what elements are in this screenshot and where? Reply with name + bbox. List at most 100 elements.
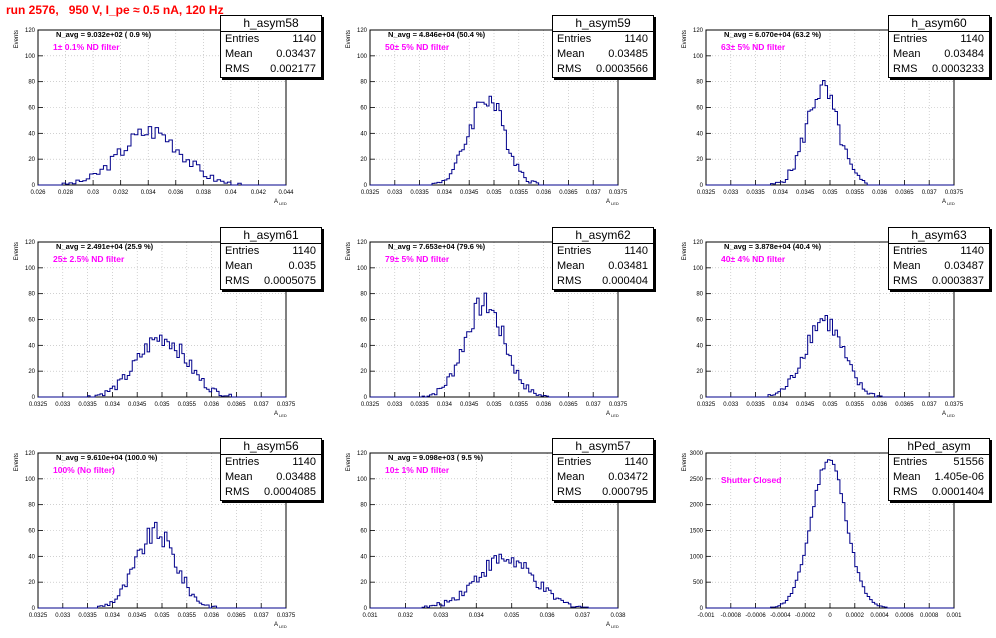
- y-tick-label: 100: [357, 477, 368, 483]
- x-tick-label: 0.032: [113, 190, 129, 196]
- y-axis-label: Events: [14, 242, 20, 260]
- stats-key: Mean: [557, 471, 585, 483]
- x-tick-label: 0.036: [536, 402, 552, 408]
- y-tick-label: 80: [696, 80, 703, 86]
- y-axis-label: Events: [14, 453, 20, 471]
- stats-row-rms: RMS 0.0001404: [889, 485, 989, 500]
- y-axis-label: Events: [346, 242, 352, 260]
- histogram-line: [38, 334, 286, 398]
- x-tick-label: 0.028: [58, 190, 74, 196]
- stats-row-mean: Mean 0.03472: [553, 470, 653, 485]
- y-tick-label: 0: [32, 395, 36, 401]
- y-tick-label: 120: [25, 28, 36, 34]
- x-tick-label: 0.03: [87, 190, 99, 196]
- y-tick-label: 2000: [690, 503, 704, 509]
- stats-value: 1140: [292, 33, 316, 45]
- y-axis-label: Events: [682, 242, 688, 260]
- stats-value: 0.0003566: [596, 63, 648, 75]
- x-tick-label: 0.0002: [846, 613, 865, 619]
- x-tick-label: 0.031: [362, 613, 378, 619]
- y-tick-label: 60: [28, 529, 35, 535]
- stats-row-rms: RMS 0.002177: [221, 62, 321, 77]
- stats-key: RMS: [557, 63, 582, 75]
- filter-label: 10± 1% ND filter: [385, 465, 450, 475]
- y-tick-label: 100: [693, 54, 704, 60]
- stats-row-mean: Mean 0.03437: [221, 47, 321, 62]
- x-tick-label: 0.0355: [178, 402, 197, 408]
- x-tick-label: 0.0325: [361, 190, 380, 196]
- x-tick-label: 0.0375: [277, 402, 296, 408]
- x-tick-label: 0.0345: [796, 402, 815, 408]
- y-tick-label: 20: [28, 157, 35, 163]
- stats-histogram-name: h_asym60: [889, 16, 989, 32]
- y-axis-label: Events: [682, 453, 688, 471]
- x-axis-label: A: [606, 411, 610, 417]
- y-tick-label: 2500: [690, 477, 704, 483]
- x-tick-label: 0.0375: [609, 402, 628, 408]
- stats-box-h_asym60: h_asym60 Entries 1140 Mean 0.03484 RMS 0.00032…: [888, 15, 990, 78]
- stats-box-hPed_asym: hPed_asym Entries 51556 Mean 1.405e-06 RMS 0.0…: [888, 438, 990, 501]
- y-tick-label: 40: [28, 343, 35, 349]
- x-tick-label: 0.04: [225, 190, 237, 196]
- y-tick-label: 80: [360, 80, 367, 86]
- x-tick-label: 0.037: [922, 402, 938, 408]
- y-tick-label: 40: [696, 131, 703, 137]
- stats-box-h_asym58: h_asym58 Entries 1140 Mean 0.03437 RMS 0.00217…: [220, 15, 322, 78]
- x-tick-label: 0.0325: [361, 402, 380, 408]
- navg-label: N_avg = 9.098e+03 ( 9.5 %): [388, 453, 484, 462]
- stats-row-entries: Entries 51556: [889, 455, 989, 470]
- y-axis-label: Events: [346, 30, 352, 48]
- y-axis-label: Events: [346, 453, 352, 471]
- histogram-panel-h_asym59: 0.0325 0.033 0.0335 0.034 0.0345 0.035 0.0355 0…: [346, 28, 638, 215]
- stats-value: 1140: [624, 245, 648, 257]
- stats-value: 0.000404: [602, 275, 648, 287]
- x-tick-label: 0.0355: [178, 613, 197, 619]
- stats-row-mean: Mean 0.035: [221, 259, 321, 274]
- x-tick-label: -0.0008: [721, 613, 742, 619]
- y-axis-label: Events: [14, 30, 20, 48]
- x-tick-label: 0.0004: [870, 613, 889, 619]
- stats-box-h_asym56: h_asym56 Entries 1140 Mean 0.03488 RMS 0.00040…: [220, 438, 322, 501]
- x-tick-label: 0.037: [254, 402, 270, 408]
- histogram-svg-h_asym63: 0.0325 0.033 0.0335 0.034 0.0345 0.035 0.0355 0…: [682, 240, 964, 418]
- y-tick-label: 60: [360, 318, 367, 324]
- stats-value: 1140: [624, 456, 648, 468]
- x-tick-label: 0.042: [251, 190, 267, 196]
- stats-value: 1140: [960, 245, 984, 257]
- x-tick-label: 0.0335: [410, 190, 429, 196]
- histogram-panel-h_asym62: 0.0325 0.033 0.0335 0.034 0.0345 0.035 0.0355 0…: [346, 240, 638, 427]
- stats-key: Entries: [557, 456, 592, 468]
- x-tick-label: 0.0335: [746, 190, 765, 196]
- x-axis-label-sub: LED: [279, 413, 287, 418]
- x-tick-label: 0.0335: [78, 402, 97, 408]
- y-tick-label: 40: [360, 343, 367, 349]
- y-tick-label: 100: [25, 266, 36, 272]
- x-tick-label: 0.033: [387, 190, 403, 196]
- stats-key: Entries: [557, 245, 592, 257]
- x-tick-label: 0.034: [105, 402, 121, 408]
- x-tick-label: 0.0345: [460, 402, 479, 408]
- stats-histogram-name: h_asym59: [553, 16, 653, 32]
- histogram-svg-h_asym58: 0.026 0.028 0.03 0.032 0.034 0.036 0.038 0.04 0.…: [14, 28, 294, 206]
- histogram-svg-h_asym62: 0.0325 0.033 0.0335 0.034 0.0345 0.035 0.0355 0…: [346, 240, 628, 418]
- y-tick-label: 60: [28, 106, 35, 112]
- x-tick-label: 0.0335: [410, 402, 429, 408]
- stats-value: 0.03484: [944, 48, 984, 60]
- x-axis-label-sub: LED: [611, 201, 619, 206]
- stats-key: RMS: [225, 63, 250, 75]
- x-tick-label: 0.0325: [29, 613, 48, 619]
- x-tick-label: 0.0375: [277, 613, 296, 619]
- histogram-panel-h_asym57: 0.031 0.032 0.033 0.034 0.035 0.036 0.037 0.038…: [346, 451, 638, 638]
- histogram-panel-h_asym60: 0.0325 0.033 0.0335 0.034 0.0345 0.035 0.0355 0…: [682, 28, 974, 215]
- histogram-line: [370, 292, 618, 398]
- stats-box-h_asym63: h_asym63 Entries 1140 Mean 0.03487 RMS 0.00038…: [888, 227, 990, 290]
- histogram-panel-hPed_asym: -0.001 -0.0008 -0.0006 -0.0004 -0.0002 0 0.000…: [682, 451, 974, 638]
- stats-row-entries: Entries 1140: [221, 455, 321, 470]
- x-tick-label: 0.035: [486, 402, 502, 408]
- x-tick-label: 0.034: [773, 402, 789, 408]
- y-tick-label: 20: [696, 369, 703, 375]
- y-tick-label: 1500: [690, 529, 704, 535]
- stats-value: 0.03487: [944, 260, 984, 272]
- y-tick-label: 120: [25, 240, 36, 246]
- stats-value: 0.000795: [602, 486, 648, 498]
